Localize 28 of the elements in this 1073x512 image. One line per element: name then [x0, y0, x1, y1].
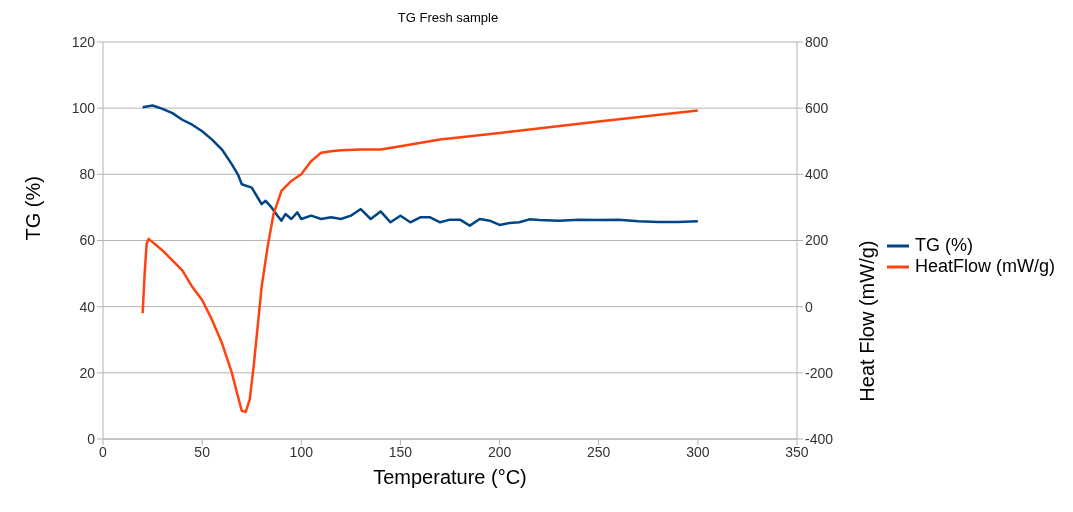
y2-tick-label: -200 — [804, 364, 834, 381]
chart-title: TG Fresh sample — [396, 10, 500, 25]
y2-tick-label: 600 — [804, 100, 829, 117]
x-tick-label: 100 — [289, 443, 314, 460]
y2-axis-title: Heat Flow (mW/g) — [856, 240, 879, 402]
y-tick-label: 100 — [71, 100, 96, 117]
y-tick-label: 60 — [79, 232, 96, 249]
x-tick-label: 250 — [587, 443, 611, 460]
x-axis-title: Temperature (°C) — [373, 466, 527, 488]
y2-tick-label: 400 — [804, 166, 829, 183]
y-axis-title: TG (%) — [22, 176, 45, 241]
x-tick-label: 50 — [194, 443, 211, 460]
legend-label: HeatFlow (mW/g) — [914, 256, 1055, 277]
line-series — [141, 109, 700, 414]
x-tick-label: 0 — [99, 443, 108, 460]
y2-tick-label: 200 — [804, 232, 829, 249]
y2-tick-label: 0 — [804, 298, 813, 315]
legend-label: TG (%) — [914, 235, 973, 256]
y-tick-label: 20 — [79, 364, 96, 381]
y-tick-label: 40 — [79, 298, 96, 315]
x-tick-label: 200 — [487, 443, 512, 460]
y-tick-label: 80 — [79, 166, 96, 183]
x-tick-label: 300 — [686, 443, 710, 460]
x-tick-label: 150 — [388, 443, 413, 460]
y2-tick-label: 800 — [804, 33, 829, 50]
line-series — [141, 104, 700, 227]
y-tick-label: 0 — [87, 430, 96, 447]
y-tick-label: 120 — [71, 33, 96, 50]
